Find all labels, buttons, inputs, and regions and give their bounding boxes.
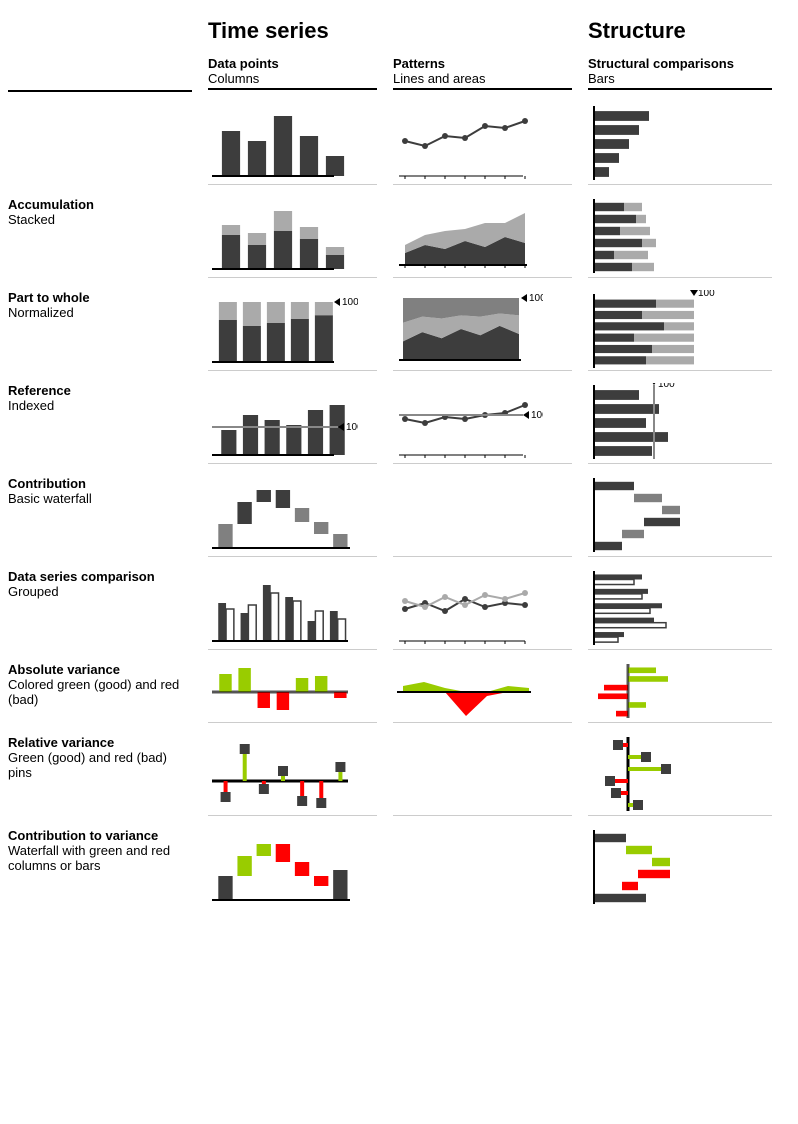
svg-text:100: 100 <box>342 297 358 308</box>
row-norm-title: Part to whole <box>8 290 192 305</box>
chart-cols-indexed: 100 <box>208 383 358 463</box>
row-grouped-sub: Grouped <box>8 584 192 599</box>
svg-text:100: 100 <box>531 410 543 421</box>
chart-cols-waterfall <box>208 476 358 556</box>
row-rel-var-title: Relative variance <box>8 735 192 750</box>
chart-cols-grouped <box>208 569 358 649</box>
chart-line-indexed: 100 <box>393 383 543 463</box>
col3-sub: Bars <box>588 71 772 86</box>
row-accumulation-sub: Stacked <box>8 212 192 227</box>
chart-bars-indexed: 100 <box>588 383 738 463</box>
row-abs-var-title: Absolute variance <box>8 662 192 677</box>
svg-text:100: 100 <box>658 383 675 390</box>
chart-bars-grouped <box>588 569 738 649</box>
chart-bars-stacked <box>588 197 738 277</box>
col1-title: Data points <box>208 56 377 71</box>
chart-line-basic <box>393 104 543 184</box>
col3-title: Structural comparisons <box>588 56 772 71</box>
svg-text:100: 100 <box>346 422 358 433</box>
chart-area-stacked <box>393 197 543 277</box>
chart-line-grouped <box>393 569 543 649</box>
chart-bars-var-wf <box>588 828 738 908</box>
chart-bars-var-rel <box>588 735 738 815</box>
chart-bars-waterfall <box>588 476 738 556</box>
header-structure: Structure <box>580 0 780 50</box>
chart-cols-stacked <box>208 197 358 277</box>
chart-bars-var-abs <box>588 662 738 722</box>
row-abs-var-sub: Colored green (good) and red (bad) <box>8 677 192 707</box>
chart-matrix: Time series Structure Data points Column… <box>0 0 798 914</box>
chart-bars-basic <box>588 104 738 184</box>
col2-sub: Lines and areas <box>393 71 572 86</box>
row-contrib-var-sub: Waterfall with green and red columns or … <box>8 843 192 873</box>
row-waterfall-sub: Basic waterfall <box>8 491 192 506</box>
row-norm-sub: Normalized <box>8 305 192 320</box>
row-indexed-title: Reference <box>8 383 192 398</box>
row-grouped-title: Data series comparison <box>8 569 192 584</box>
chart-area-var-abs <box>393 662 543 722</box>
chart-cols-var-abs <box>208 662 358 722</box>
row-accumulation-title: Accumulation <box>8 197 192 212</box>
row-waterfall-title: Contribution <box>8 476 192 491</box>
svg-text:100: 100 <box>529 293 543 304</box>
header-timeseries: Time series <box>200 0 385 50</box>
row-rel-var-sub: Green (good) and red (bad) pins <box>8 750 192 780</box>
chart-cols-var-wf <box>208 828 358 908</box>
chart-cols-norm: 100 <box>208 290 358 370</box>
chart-cols-var-rel <box>208 735 358 815</box>
svg-text:100: 100 <box>698 290 715 299</box>
col1-sub: Columns <box>208 71 377 86</box>
row-contrib-var-title: Contribution to variance <box>8 828 192 843</box>
chart-bars-norm: 100 <box>588 290 738 370</box>
chart-area-norm: 100 <box>393 290 543 370</box>
row-indexed-sub: Indexed <box>8 398 192 413</box>
col2-title: Patterns <box>393 56 572 71</box>
chart-cols-basic <box>208 104 358 184</box>
